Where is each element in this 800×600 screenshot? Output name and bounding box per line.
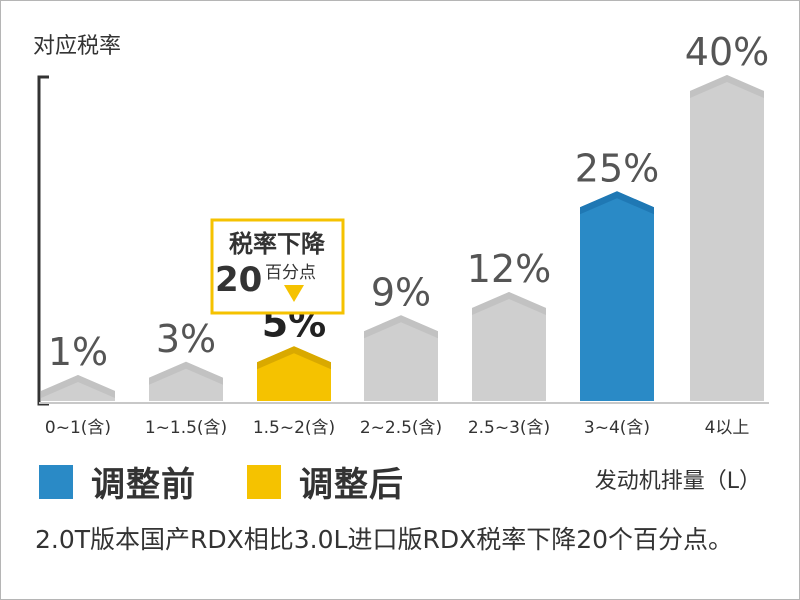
value-label-6: 40% — [685, 30, 769, 74]
legend: 调整前 调整后 — [1, 457, 800, 507]
bar-cap-5 — [580, 191, 654, 215]
bar-0 — [41, 375, 115, 401]
bar-cap-4 — [472, 292, 546, 315]
category-label-2: 1.5~2(含) — [253, 418, 335, 438]
y-axis-label: 对应税率 — [33, 34, 121, 59]
legend-swatch-yellow — [247, 464, 281, 499]
legend-swatch-blue — [39, 464, 73, 499]
bar-cap-1 — [149, 361, 223, 385]
legend-item-after: 调整后 — [247, 457, 404, 506]
value-label-3: 9% — [371, 270, 431, 314]
bar-5 — [580, 191, 654, 401]
bar-cap-3 — [364, 315, 438, 339]
legend-item-before: 调整前 — [39, 457, 196, 506]
category-label-5: 3~4(含) — [584, 418, 650, 438]
annotation-callout: 税率下降20 百分点 — [210, 218, 345, 315]
bar-chart: 对应税率 1%0~1(含)3%1~1.5(含)5%1.5~2(含)9%2~2.5… — [33, 30, 769, 438]
bar-6 — [690, 75, 764, 401]
bar-cap-0 — [41, 375, 115, 398]
bar-cap-6 — [690, 75, 764, 98]
legend-label-before: 调整前 — [91, 465, 196, 505]
category-label-3: 2~2.5(含) — [360, 418, 442, 438]
annotation-line1: 税率下降 — [229, 230, 326, 258]
bar-2 — [257, 346, 331, 401]
down-arrow-icon — [284, 285, 304, 302]
category-label-1: 1~1.5(含) — [145, 418, 227, 438]
category-label-4: 2.5~3(含) — [468, 418, 550, 438]
category-label-6: 4以上 — [705, 418, 750, 438]
bar-3 — [364, 315, 438, 401]
value-label-0: 1% — [48, 330, 108, 374]
category-label-0: 0~1(含) — [45, 418, 111, 438]
annotation-box — [210, 218, 345, 315]
value-label-5: 25% — [575, 146, 659, 190]
bar-4 — [472, 292, 546, 401]
x-axis-label: 发动机排量（L） — [594, 469, 761, 494]
annotation-number: 20 — [215, 260, 262, 300]
annotation-unit: 百分点 — [265, 263, 316, 283]
legend-label-after: 调整后 — [299, 465, 404, 505]
value-label-4: 12% — [467, 247, 551, 291]
bar-cap-2 — [257, 346, 331, 370]
value-label-1: 3% — [156, 317, 216, 361]
caption: 2.0T版本国产RDX相比3.0L进口版RDX税率下降20个百分点。 — [35, 525, 734, 554]
